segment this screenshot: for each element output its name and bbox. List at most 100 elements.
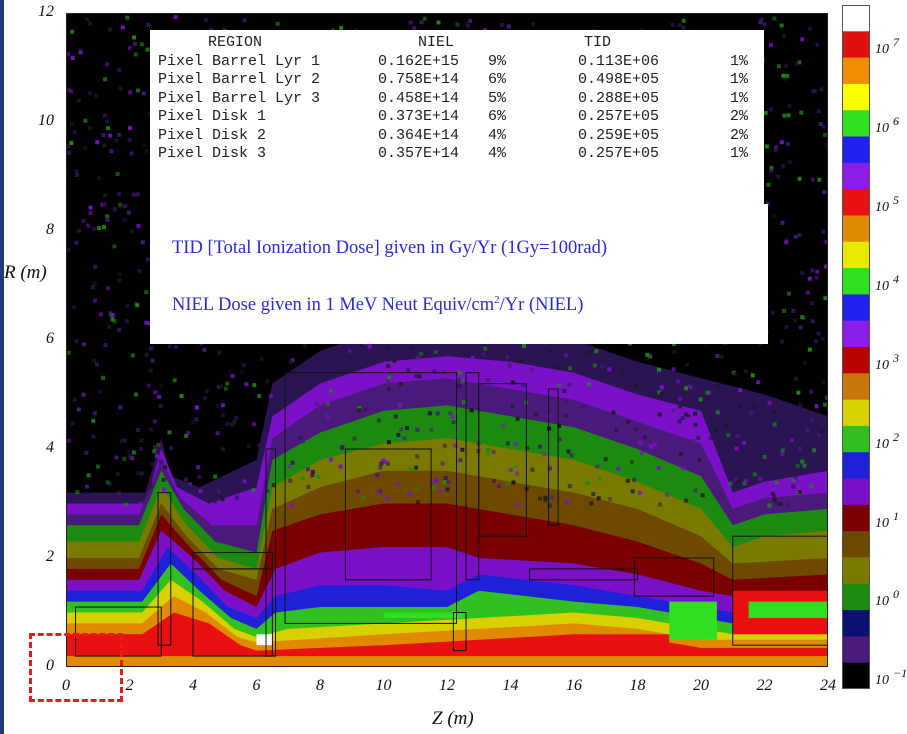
- noise-speck: [659, 385, 664, 390]
- detector-outline: [452, 612, 467, 652]
- noise-speck: [811, 89, 816, 94]
- noise-speck: [589, 501, 594, 506]
- noise-speck: [667, 466, 672, 470]
- noise-speck: [163, 465, 168, 470]
- noise-speck: [805, 428, 810, 433]
- noise-speck: [764, 144, 769, 149]
- noise-speck: [807, 347, 812, 352]
- noise-speck: [329, 457, 333, 462]
- noise-speck: [681, 18, 686, 23]
- cell-niel: 0.758E+14: [378, 71, 460, 88]
- noise-speck: [735, 434, 740, 439]
- noise-speck: [630, 489, 635, 494]
- noise-speck: [142, 143, 147, 148]
- noise-speck: [815, 42, 820, 47]
- noise-speck: [67, 438, 71, 443]
- noise-speck: [728, 481, 733, 486]
- noise-speck: [677, 23, 682, 28]
- noise-speck: [445, 487, 450, 492]
- noise-speck: [416, 500, 421, 505]
- noise-speck: [784, 238, 789, 243]
- colorbar-swatch: [842, 215, 870, 243]
- noise-speck: [656, 466, 661, 470]
- cell-tid: 0.257E+05: [578, 145, 660, 162]
- colorbar: [842, 5, 870, 689]
- noise-speck: [265, 488, 270, 493]
- noise-speck: [782, 308, 786, 313]
- x-tick-label: 8: [316, 677, 324, 694]
- noise-speck: [814, 339, 819, 344]
- noise-speck: [118, 405, 123, 410]
- cell-niel-pct: 4%: [488, 145, 507, 162]
- noise-speck: [125, 304, 130, 308]
- noise-speck: [786, 291, 791, 296]
- noise-speck: [683, 412, 688, 417]
- noise-speck: [744, 369, 748, 374]
- noise-speck: [102, 143, 107, 148]
- noise-speck: [88, 21, 92, 26]
- noise-speck: [75, 490, 80, 495]
- noise-speck: [772, 409, 777, 414]
- noise-speck: [98, 312, 103, 317]
- noise-speck: [768, 107, 773, 112]
- noise-speck: [135, 303, 140, 308]
- noise-speck: [215, 431, 220, 436]
- noise-speck: [657, 367, 661, 372]
- noise-speck: [640, 451, 644, 456]
- noise-speck: [204, 389, 209, 394]
- x-tick-label: 6: [252, 677, 261, 694]
- dose-table-row: Pixel Disk 1 0.373E+14 6% 0.257E+05 2%: [150, 108, 764, 127]
- noise-speck: [110, 312, 115, 317]
- noise-speck: [94, 93, 99, 98]
- detector-outline: [344, 448, 432, 581]
- slide-left-accent-bar: [0, 0, 4, 734]
- noise-speck: [76, 407, 81, 412]
- noise-speck: [87, 91, 92, 96]
- noise-speck: [78, 50, 83, 55]
- noise-speck: [105, 126, 110, 131]
- noise-speck: [738, 388, 743, 393]
- noise-speck: [150, 462, 155, 467]
- noise-speck: [772, 214, 777, 219]
- noise-speck: [600, 364, 605, 369]
- noise-speck: [638, 428, 643, 433]
- noise-speck: [139, 471, 144, 476]
- noise-speck: [202, 347, 207, 352]
- noise-speck: [816, 331, 821, 336]
- noise-speck: [649, 444, 654, 449]
- noise-speck: [117, 132, 122, 137]
- noise-speck: [632, 477, 637, 482]
- noise-speck: [139, 438, 144, 443]
- noise-speck: [792, 467, 797, 472]
- noise-speck: [83, 118, 88, 123]
- noise-speck: [117, 327, 122, 332]
- noise-speck: [130, 456, 135, 461]
- noise-speck: [677, 404, 682, 409]
- noise-speck: [782, 76, 787, 81]
- noise-speck: [809, 389, 814, 394]
- noise-speck: [122, 438, 127, 443]
- noise-speck: [767, 503, 772, 508]
- noise-speck: [518, 358, 523, 363]
- noise-speck: [306, 485, 311, 490]
- colorbar-swatch: [842, 452, 870, 480]
- noise-speck: [117, 278, 122, 283]
- cell-niel: 0.458E+14: [378, 89, 460, 107]
- noise-speck: [510, 380, 515, 385]
- noise-speck: [780, 448, 785, 453]
- noise-speck: [585, 481, 590, 486]
- noise-speck: [422, 16, 427, 21]
- noise-speck: [680, 416, 685, 421]
- noise-speck: [537, 496, 542, 501]
- noise-speck: [625, 420, 630, 425]
- noise-speck: [784, 324, 789, 329]
- noise-speck: [361, 496, 366, 500]
- noise-speck: [96, 464, 101, 469]
- noise-speck: [86, 223, 91, 228]
- noise-speck: [705, 390, 710, 395]
- noise-speck: [148, 485, 153, 490]
- noise-speck: [114, 455, 119, 460]
- noise-speck: [241, 363, 246, 368]
- noise-speck: [287, 464, 292, 469]
- noise-speck: [396, 432, 401, 437]
